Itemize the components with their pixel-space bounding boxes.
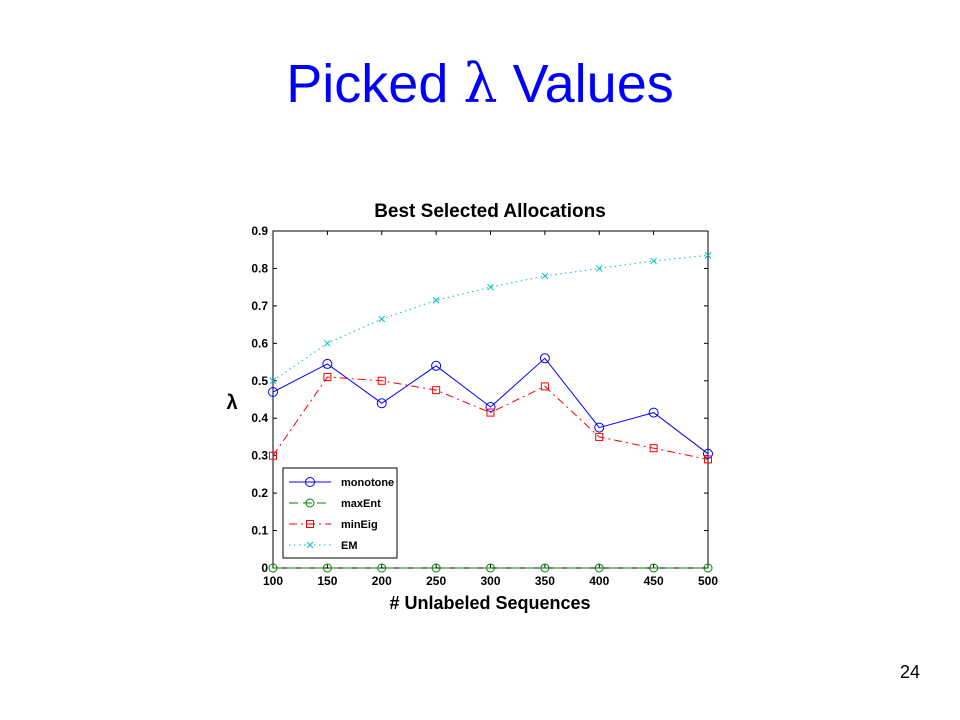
data-point-maxEnt — [649, 563, 659, 573]
data-point-monotone — [485, 401, 496, 412]
legend-label-EM: EM — [341, 540, 358, 552]
y-tick-label: 0.4 — [251, 411, 268, 425]
title-suffix: Values — [512, 54, 674, 114]
legend-label-maxEnt: maxEnt — [341, 498, 381, 510]
data-point-minEig — [377, 376, 386, 385]
data-point-monotone — [539, 353, 550, 364]
data-point-EM — [704, 251, 712, 259]
data-point-minEig — [323, 373, 332, 382]
data-point-maxEnt — [594, 563, 604, 573]
legend-marker-EM — [306, 541, 314, 549]
legend-label-monotone: monotone — [341, 477, 394, 489]
data-point-maxEnt — [377, 563, 387, 573]
data-point-EM — [595, 265, 603, 272]
x-tick-label: 350 — [535, 574, 555, 588]
data-point-maxEnt — [540, 563, 550, 573]
x-tick-label: 250 — [426, 574, 446, 588]
title-prefix: Picked — [286, 54, 449, 114]
page-number: 24 — [899, 662, 920, 682]
x-tick-label: 500 — [698, 574, 718, 588]
data-point-monotone — [376, 398, 387, 409]
y-tick-label: 0.9 — [251, 224, 268, 238]
data-point-minEig — [540, 382, 549, 391]
data-point-EM — [269, 377, 277, 385]
data-point-monotone — [594, 422, 605, 433]
data-point-minEig — [432, 386, 441, 395]
data-point-maxEnt — [703, 563, 713, 573]
data-point-maxEnt — [486, 563, 495, 573]
data-point-minEig — [704, 455, 712, 464]
data-point-EM — [650, 257, 657, 265]
y-tick-label: 0 — [261, 561, 268, 575]
series-line-EM — [272, 254, 709, 382]
x-tick-label: 150 — [317, 574, 337, 588]
data-point-maxEnt — [322, 563, 332, 573]
y-axis-label: λ — [226, 392, 237, 414]
y-tick-label: 0.2 — [251, 486, 268, 500]
y-tick-label: 0.8 — [251, 261, 268, 275]
x-tick-label: 200 — [372, 574, 392, 588]
legend-box — [282, 467, 398, 559]
legend-label-minEig: minEig — [341, 519, 378, 531]
data-point-monotone — [431, 360, 442, 371]
data-point-minEig — [269, 451, 277, 460]
data-point-minEig — [486, 408, 495, 417]
x-tick-label: 100 — [263, 574, 283, 588]
x-tick-label: 400 — [589, 574, 609, 588]
y-tick-label: 0.7 — [251, 299, 268, 313]
data-point-monotone — [648, 407, 659, 418]
slide-title: Picked λ Values — [0, 52, 960, 115]
data-point-EM — [541, 272, 549, 280]
data-point-maxEnt — [268, 563, 278, 573]
data-point-monotone — [703, 448, 713, 459]
x-tick-label: 450 — [644, 574, 664, 588]
y-tick-label: 0.3 — [251, 449, 268, 463]
legend-marker-minEig — [306, 520, 314, 528]
plot-area: 100 150 200 250 300 350 400 450 500 0 0.1 0.2 0.3 0.4… — [251, 224, 718, 588]
title-lambda-symbol: λ — [463, 52, 498, 115]
data-point-EM — [487, 283, 494, 291]
legend-marker-monotone — [305, 477, 315, 487]
y-tick-label: 0.6 — [251, 336, 268, 350]
series-line-minEig — [272, 376, 709, 460]
legend-marker-maxEnt — [305, 498, 315, 508]
x-tick-label: 300 — [480, 574, 500, 588]
series-line-monotone — [272, 357, 709, 455]
data-point-EM — [324, 339, 331, 347]
chart-title: Best Selected Allocations — [374, 201, 606, 222]
data-point-EM — [378, 315, 386, 323]
data-point-EM — [432, 296, 440, 304]
data-point-monotone — [268, 387, 278, 398]
data-point-maxEnt — [431, 563, 441, 573]
data-point-monotone — [322, 358, 333, 369]
data-point-minEig — [649, 444, 658, 453]
data-point-minEig — [595, 432, 604, 441]
line-chart: Best Selected Allocations # Unlabeled Se… — [226, 201, 718, 613]
y-tick-label: 0.5 — [251, 374, 268, 388]
x-axis-label: # Unlabeled Sequences — [389, 593, 590, 613]
y-tick-label: 0.1 — [251, 524, 268, 538]
